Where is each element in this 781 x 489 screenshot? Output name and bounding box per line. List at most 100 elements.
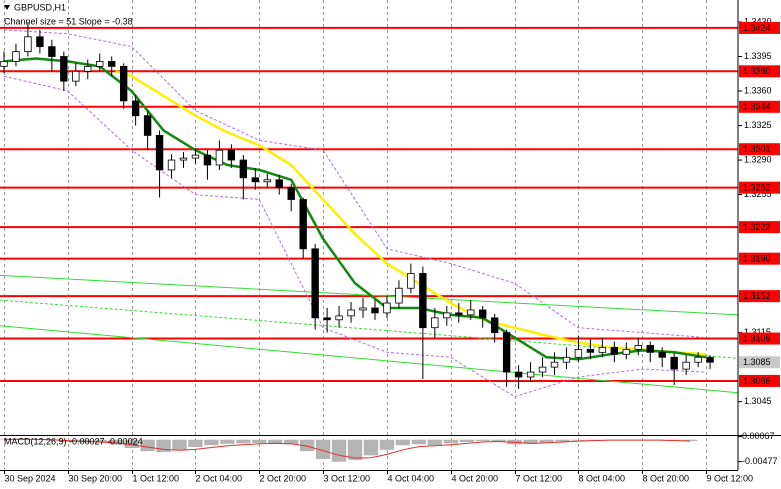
candle-body bbox=[682, 361, 690, 370]
y-tick-label: 1.3290 bbox=[744, 154, 772, 164]
level-label-box bbox=[739, 21, 780, 34]
macd-y-tick-label: 0.00067 bbox=[742, 431, 775, 441]
candle-body bbox=[419, 273, 427, 329]
candle-body bbox=[610, 347, 619, 355]
candle-body bbox=[167, 159, 176, 171]
macd-bar bbox=[411, 439, 427, 445]
candle-body bbox=[335, 315, 343, 321]
macd-bar bbox=[315, 439, 331, 460]
candle-body bbox=[634, 345, 642, 350]
candle-body bbox=[694, 356, 702, 363]
indicator-line bbox=[0, 325, 739, 394]
candle-body bbox=[108, 61, 116, 67]
level-label: 1.3344 bbox=[743, 102, 771, 112]
level-label-box bbox=[739, 181, 780, 194]
x-tick-label: 30 Sep 20:00 bbox=[69, 473, 123, 483]
x-tick-label: 8 Oct 20:00 bbox=[643, 473, 690, 483]
x-tick-label: 2 Oct 20:00 bbox=[260, 473, 307, 483]
candle-body bbox=[371, 307, 379, 314]
candle-body bbox=[227, 149, 236, 161]
macd-bar bbox=[331, 439, 347, 462]
level-label-box bbox=[739, 143, 780, 156]
macd-bar bbox=[299, 439, 315, 452]
macd-y-tick-label: -0.00477 bbox=[742, 456, 778, 466]
level-label: 1.3222 bbox=[743, 222, 771, 232]
candle-body bbox=[191, 154, 200, 159]
x-tick-label: 4 Oct 04:00 bbox=[388, 473, 435, 483]
chart-title: GBPUSD,H1 bbox=[14, 2, 66, 12]
candle-body bbox=[0, 61, 8, 67]
y-tick-label: 1.3115 bbox=[744, 327, 771, 337]
macd-bar bbox=[491, 439, 506, 442]
collapse-icon bbox=[4, 5, 10, 10]
current-price-label: 1.3085 bbox=[743, 357, 771, 367]
y-tick-label: 1.3360 bbox=[744, 85, 772, 95]
x-tick-label: 4 Oct 20:00 bbox=[452, 473, 499, 483]
level-label: 1.3262 bbox=[743, 183, 771, 193]
candle-body bbox=[622, 348, 630, 355]
macd-bar bbox=[252, 439, 267, 443]
level-label-box bbox=[739, 290, 780, 303]
macd-bar bbox=[92, 439, 107, 443]
y-tick-label: 1.3395 bbox=[744, 51, 772, 61]
candle-body bbox=[562, 356, 571, 363]
macd-bar bbox=[204, 439, 219, 446]
x-tick-label: 7 Oct 12:00 bbox=[516, 473, 563, 483]
level-label: 1.3190 bbox=[743, 254, 771, 264]
macd-bar bbox=[108, 439, 123, 445]
level-label-box bbox=[739, 374, 780, 387]
candle-body bbox=[586, 348, 595, 353]
macd-bar bbox=[539, 439, 554, 443]
macd-bar bbox=[268, 439, 283, 444]
macd-bar bbox=[140, 439, 155, 452]
level-label: 1.3301 bbox=[743, 144, 771, 154]
y-tick-label: 1.3430 bbox=[744, 16, 772, 26]
macd-bar bbox=[571, 439, 586, 441]
candle-body bbox=[299, 199, 307, 250]
candle-body bbox=[431, 317, 439, 329]
macd-bar bbox=[523, 439, 538, 444]
candle-body bbox=[143, 115, 152, 136]
candle-body bbox=[60, 56, 68, 82]
candle-body bbox=[251, 177, 259, 183]
x-tick-label: 2 Oct 04:00 bbox=[196, 473, 243, 483]
candle-body bbox=[383, 302, 391, 314]
candle-body bbox=[479, 309, 487, 319]
candle-body bbox=[275, 179, 283, 189]
level-label: 1.3380 bbox=[743, 66, 771, 76]
macd-bar bbox=[475, 439, 490, 442]
macd-bar bbox=[555, 439, 570, 442]
candle-body bbox=[490, 317, 499, 334]
candle-body bbox=[131, 100, 140, 117]
candle-body bbox=[179, 157, 188, 161]
chart-subtitle: Channel size = 51 Slope = -0.38 bbox=[4, 16, 133, 26]
candle-body bbox=[526, 371, 535, 378]
macd-bar bbox=[124, 439, 139, 448]
candle-body bbox=[155, 134, 164, 171]
candle-body bbox=[72, 70, 80, 82]
level-label: 1.3424 bbox=[743, 23, 771, 33]
y-tick-label: 1.3325 bbox=[744, 120, 772, 130]
candle-body bbox=[347, 309, 355, 317]
indicator-line bbox=[3, 29, 707, 339]
candle-body bbox=[203, 154, 212, 166]
x-tick-label: 8 Oct 04:00 bbox=[579, 473, 626, 483]
macd-bar bbox=[443, 439, 458, 444]
candle-body bbox=[598, 347, 607, 353]
x-tick-label: 9 Oct 12:00 bbox=[707, 473, 754, 483]
macd-bar bbox=[363, 439, 379, 456]
macd-bar bbox=[284, 439, 299, 445]
macd-bar bbox=[682, 439, 698, 442]
candle-body bbox=[287, 187, 295, 200]
candle-body bbox=[263, 179, 271, 183]
candle-body bbox=[538, 366, 547, 373]
level-label: 1.3109 bbox=[743, 333, 771, 343]
candle-body bbox=[670, 356, 678, 370]
level-label: 1.3152 bbox=[743, 291, 771, 301]
indicator-line bbox=[115, 70, 707, 356]
candle-body bbox=[96, 61, 104, 67]
candle-body bbox=[119, 65, 128, 102]
x-tick-label: 1 Oct 12:00 bbox=[133, 473, 180, 483]
candle-body bbox=[646, 345, 654, 353]
